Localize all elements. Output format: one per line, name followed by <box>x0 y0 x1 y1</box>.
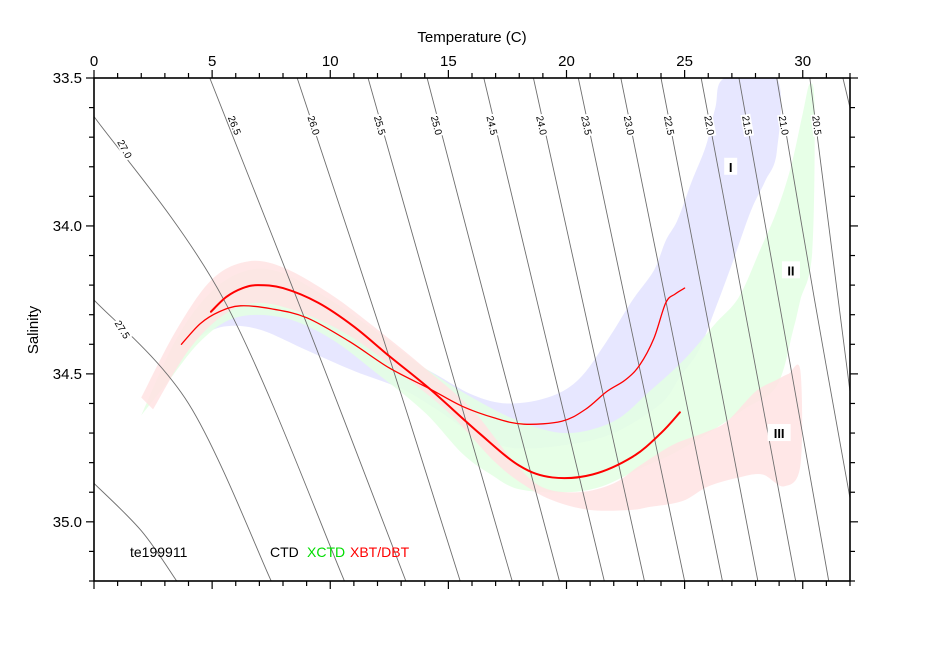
isopycnal-label-25.5: 25.5 <box>371 115 387 137</box>
x-tick-label: 5 <box>208 53 216 70</box>
isopycnal-line-26.5 <box>209 78 407 581</box>
isopycnal-label-bg <box>702 113 717 138</box>
isopycnal-label-21.0: 21.0 <box>776 115 790 136</box>
band-label-bg <box>724 157 738 175</box>
isopycnal-line-26.0 <box>296 78 461 581</box>
isopycnal-line-23.0 <box>620 78 723 581</box>
isopycnal-line-25.5 <box>367 78 513 581</box>
isopycnal-label-bg <box>112 317 133 342</box>
y-tick-label: 33.5 <box>53 70 82 87</box>
y-tick-label: 34.5 <box>53 366 82 383</box>
isopycnal-label-21.5: 21.5 <box>739 115 753 137</box>
legend-xbt-dbt: XBT/DBT <box>350 544 410 560</box>
isopycnal-label-24.0: 24.0 <box>533 115 548 137</box>
band-label-i: I <box>729 160 733 175</box>
isopycnal-label-bg <box>622 113 637 138</box>
series-layer <box>180 284 686 480</box>
legend-ctd: CTD <box>270 544 299 560</box>
isopycnal-label-bg <box>225 113 244 138</box>
isopycnal-label-26.0: 26.0 <box>305 115 322 137</box>
isopycnal-label-bg <box>579 113 594 138</box>
isopycnal-label-bg <box>115 136 135 162</box>
isopycnals-layer <box>94 78 850 581</box>
isopycnal-line-21.5 <box>738 78 830 581</box>
x-tick-label: 0 <box>90 53 98 70</box>
isopycnal-label-22.0: 22.0 <box>701 115 715 137</box>
band-label-bg <box>781 261 800 279</box>
isopycnal-label-24.5: 24.5 <box>483 115 498 137</box>
isopycnal-line-20.0 <box>842 78 850 108</box>
isopycnal-line-24.5 <box>483 78 605 581</box>
isopycnal-label-23.5: 23.5 <box>578 115 593 137</box>
isopycnal-line-24.0 <box>532 78 645 581</box>
isopycnal-line-22.5 <box>660 78 759 581</box>
y-tick-label: 35.0 <box>53 514 82 531</box>
x-tick-label: 15 <box>440 53 457 70</box>
axes: 0 5 10 15 20 25 30 33.5 34.0 34.5 35.0 <box>53 53 858 589</box>
isopycnal-line-23.5 <box>577 78 686 581</box>
legend-xctd: XCTD <box>307 544 345 560</box>
band-iii-area <box>141 260 803 511</box>
band-label-ii: II <box>787 263 794 278</box>
isopycnal-label-bg <box>428 113 445 138</box>
isopycnal-label-bg <box>534 113 549 138</box>
isopycnal-line-28.0 <box>94 483 178 581</box>
x-tick-label: 10 <box>322 53 339 70</box>
band-label-bg <box>767 424 791 442</box>
isopycnal-line-27.0 <box>94 116 345 581</box>
x-axis-title: Temperature (C) <box>417 29 526 46</box>
x-tick-label: 20 <box>558 53 575 70</box>
isopycnal-label-bg <box>372 113 388 138</box>
isopycnal-label-bg <box>305 113 322 138</box>
isopycnal-label-22.5: 22.5 <box>661 115 676 137</box>
isopycnal-label-bg <box>777 113 791 138</box>
cruise-annotation: te199911 <box>130 544 188 560</box>
series-profile-mean-thick <box>209 284 681 480</box>
x-tick-label: 25 <box>676 53 693 70</box>
band-i-area <box>179 78 782 449</box>
isopycnal-line-22.0 <box>700 78 797 581</box>
x-tick-label: 30 <box>794 53 811 70</box>
isopycnal-label-bg <box>810 113 824 137</box>
band-label-iii: III <box>774 426 785 441</box>
isopycnal-label-23.0: 23.0 <box>621 115 636 137</box>
isopycnal-label-bg <box>662 113 677 138</box>
series-profile-mean-thin <box>180 287 686 425</box>
bands-layer <box>141 78 815 511</box>
y-axis-title: Salinity <box>25 305 42 354</box>
isopycnal-line-25.0 <box>426 78 560 581</box>
isopycnal-label-bg <box>740 113 755 138</box>
isopycnal-label-25.0: 25.0 <box>428 115 444 137</box>
y-tick-label: 34.0 <box>53 218 82 235</box>
isopycnal-label-20.5: 20.5 <box>809 115 822 136</box>
isopycnal-label-bg <box>484 113 500 138</box>
